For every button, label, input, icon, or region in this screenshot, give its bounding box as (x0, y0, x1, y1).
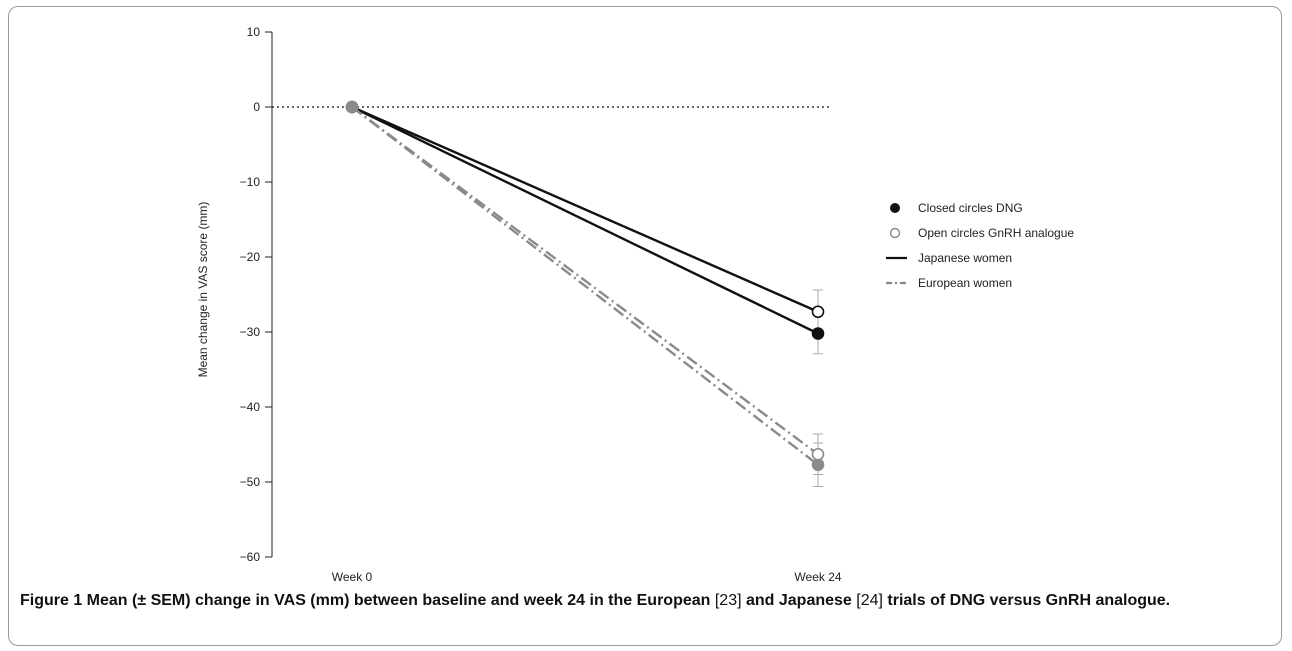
caption-text-3: trials of DNG versus GnRH analogue. (882, 592, 1171, 609)
caption-text-2: and Japanese (741, 592, 857, 609)
figure-caption: Figure 1 Mean (± SEM) change in VAS (mm)… (20, 590, 1260, 612)
y-tick-label: −50 (240, 475, 261, 489)
legend-label: Closed circles DNG (918, 201, 1023, 215)
data-point (811, 458, 825, 472)
y-tick-label: 0 (253, 100, 260, 114)
data-point (345, 100, 359, 114)
caption-text-1: Mean (± SEM) change in VAS (mm) between … (82, 592, 715, 609)
legend-label: European women (918, 276, 1012, 290)
legend-label: Open circles GnRH analogue (918, 226, 1074, 240)
y-tick-label: −30 (240, 325, 261, 339)
x-tick-label: Week 0 (332, 570, 373, 584)
y-axis-label: Mean change in VAS score (mm) (196, 202, 210, 378)
y-tick-label: −60 (240, 550, 261, 564)
line-chart: 10 0 −10 −20 −30 −40 −50 −60 Mean change in VAS … (196, 25, 1074, 584)
legend-label: Japanese women (918, 251, 1012, 265)
y-tick-label: −40 (240, 400, 261, 414)
series-line (351, 105, 819, 335)
x-tick-label: Week 24 (794, 570, 841, 584)
series-line (351, 106, 819, 466)
caption-ref-japanese[interactable]: [24] (856, 592, 883, 609)
y-tick-label: −10 (240, 175, 261, 189)
figure-frame (8, 6, 1282, 646)
legend-closed-circle-icon (890, 203, 900, 213)
caption-ref-european[interactable]: [23] (714, 592, 742, 609)
data-point (811, 447, 825, 461)
data-point (811, 327, 825, 340)
y-tick-label: −20 (240, 250, 261, 264)
series-line (351, 105, 819, 313)
y-tick-label: 10 (247, 25, 261, 39)
legend-open-circle-icon (889, 227, 901, 239)
caption-label: Figure 1 (20, 592, 83, 609)
data-point (811, 305, 825, 319)
series-line (351, 106, 819, 456)
